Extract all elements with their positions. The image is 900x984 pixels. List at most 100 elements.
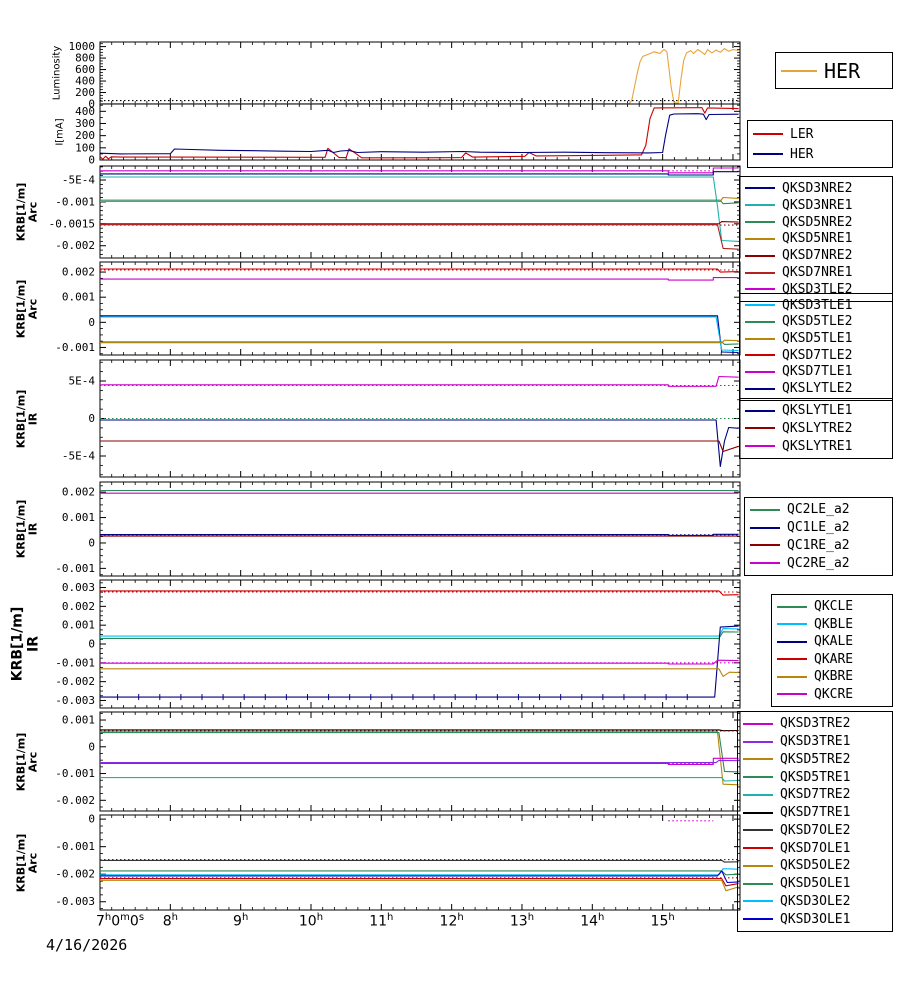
panel-krb-arc-tre: 0.001 0 -0.001 -0.002 bbox=[55, 711, 741, 812]
panel-krb-ir-qk: 0.003 0.002 0.001 0 -0.001 -0.002 -0.003 bbox=[55, 579, 741, 709]
legend-line-sample bbox=[743, 722, 773, 725]
legend-entry-QKBRE: QKBRE bbox=[777, 669, 887, 684]
legend-line-sample bbox=[753, 133, 783, 135]
series-QKSD7OLE1 bbox=[100, 878, 739, 887]
legend-line-sample bbox=[781, 69, 817, 72]
y-tick-label: 300 bbox=[75, 117, 95, 130]
legend-line-sample bbox=[745, 254, 775, 257]
legend-entry-QC1LE_a2: QC1LE_a2 bbox=[750, 520, 887, 535]
y-tick-label: -0.0015 bbox=[49, 217, 95, 230]
legend-entry-label: QKSD5TLE1 bbox=[782, 331, 853, 347]
legend-entry-QKSD3TLE2: QKSD3TLE2 bbox=[745, 282, 887, 297]
legend-line-sample bbox=[750, 526, 780, 529]
legend-entry-QKSD7TLE2: QKSD7TLE2 bbox=[745, 348, 887, 363]
legend-line-sample bbox=[745, 320, 775, 323]
legend-entry-HER: HER bbox=[781, 59, 887, 83]
legend-line-sample bbox=[743, 900, 773, 903]
legend-line-sample bbox=[777, 605, 807, 608]
series-QKSD5TRE2 bbox=[100, 731, 739, 786]
x-tick-label: 9h bbox=[233, 912, 249, 930]
legend-line-sample bbox=[750, 544, 780, 547]
legend-entry-label: QKSLYTLE1 bbox=[782, 403, 853, 419]
legend-entry-label: QKCLE bbox=[814, 599, 854, 615]
series-QKSD3OLE2 bbox=[100, 868, 739, 876]
legend-entry-label: QKBLE bbox=[814, 616, 854, 632]
panel-krb-arc-nre: -5E-4 -0.001 -0.0015 -0.002 bbox=[49, 165, 741, 259]
legend-entry-QKSD7TRE2: QKSD7TRE2 bbox=[743, 787, 887, 802]
legend-entry-label: QKBRE bbox=[814, 669, 854, 685]
x-tick-label: 10h bbox=[298, 912, 324, 930]
y-axis-label-krb-arc-tle: KRB[1/m] Arc bbox=[14, 279, 40, 338]
legend-entry-label: QKSD5TRE1 bbox=[780, 769, 851, 785]
legend-entry-QKSD3OLE2: QKSD3OLE2 bbox=[743, 894, 887, 909]
y-tick-label: 200 bbox=[75, 86, 95, 99]
y-tick-label: -0.001 bbox=[55, 341, 95, 354]
series-QKSD7OLE2 bbox=[100, 859, 739, 863]
series-QKSD3TLE2 bbox=[100, 167, 739, 174]
series-QKSD7TLE2 bbox=[100, 268, 739, 273]
series-QKSD7NRE1 bbox=[100, 224, 739, 250]
legend-line-sample bbox=[743, 918, 773, 921]
legend-entry-QKSD5NRE1: QKSD5NRE1 bbox=[745, 231, 887, 246]
x-tick-label: 13h bbox=[509, 912, 535, 930]
legend-entry-QKALE: QKALE bbox=[777, 634, 887, 649]
legend-entry-label: QKSD5NRE2 bbox=[782, 214, 853, 230]
legend-entry-QKSLYTRE2: QKSLYTRE2 bbox=[745, 421, 887, 436]
y-tick-label: 400 bbox=[75, 75, 95, 88]
legend-entry-label: HER bbox=[824, 58, 861, 83]
legend-entry-label: QKSD7OLE1 bbox=[780, 840, 851, 856]
legend-line-sample bbox=[745, 204, 775, 207]
series-QKBRE bbox=[100, 668, 739, 677]
y-tick-label: -0.001 bbox=[55, 562, 95, 575]
legend-entry-label: QKSD5TLE2 bbox=[782, 314, 853, 330]
legend-line-sample bbox=[745, 387, 775, 390]
legend-entry-QKSLYTRE1: QKSLYTRE1 bbox=[745, 439, 887, 454]
series-QKSD3NRE1 bbox=[100, 176, 739, 242]
legend-entry-QKSD5TLE2: QKSD5TLE2 bbox=[745, 314, 887, 329]
y-tick-label: 0 bbox=[88, 813, 95, 826]
legend-line-sample bbox=[745, 337, 775, 340]
legend-entry-QKCLE: QKCLE bbox=[777, 599, 887, 614]
panel-krb-ir-sly: 5E-4 0 -5E-4 bbox=[62, 359, 741, 478]
legend-entry-label: QC2RE_a2 bbox=[787, 555, 850, 571]
date-label: 4/16/2026 bbox=[46, 936, 128, 954]
series-QKSLYTLE1 bbox=[100, 419, 739, 468]
y-tick-label: 0 bbox=[88, 740, 95, 753]
y-tick-label: 5E-4 bbox=[69, 375, 96, 388]
legend-entry-QKSD3OLE1: QKSD3OLE1 bbox=[743, 912, 887, 927]
y-tick-label: -0.002 bbox=[55, 794, 95, 807]
series-QKSD5TRE1 bbox=[100, 732, 739, 773]
series-QKSD5TLE1 bbox=[100, 339, 739, 344]
y-tick-label: 0.003 bbox=[62, 581, 95, 594]
y-tick-label: 400 bbox=[75, 105, 95, 118]
series-QKSD3NRE2 bbox=[100, 171, 739, 176]
y-tick-label: -0.002 bbox=[55, 675, 95, 688]
legend-entry-QC2RE_a2: QC2RE_a2 bbox=[750, 556, 887, 571]
legend-entry-QKSD7TRE1: QKSD7TRE1 bbox=[743, 805, 887, 820]
legend-entry-label: QKSD7TRE1 bbox=[780, 805, 851, 821]
legend-krb-ir-qc: QC2LE_a2 QC1LE_a2 QC1RE_a2 QC2RE_a2 bbox=[744, 497, 893, 576]
y-tick-label: 0.001 bbox=[62, 619, 95, 632]
legend-entry-label: QKALE bbox=[814, 634, 854, 650]
series-QKSD5OLE1 bbox=[100, 870, 739, 876]
legend-entry-label: QKSLYTRE1 bbox=[782, 438, 853, 454]
series-QKALE bbox=[100, 625, 739, 698]
series-QKSD5NRE1 bbox=[100, 196, 739, 203]
y-tick-label: -0.001 bbox=[55, 195, 95, 208]
series-QKSD3TRE1 bbox=[100, 759, 739, 764]
legend-entry-QKSD7TLE1: QKSD7TLE1 bbox=[745, 364, 887, 379]
series-HER bbox=[100, 48, 739, 105]
legend-entry-QKARE: QKARE bbox=[777, 652, 887, 667]
legend-line-sample bbox=[743, 811, 773, 814]
legend-line-sample bbox=[745, 221, 775, 224]
series-QKSD5TLE2 bbox=[100, 341, 739, 345]
legend-beam-current: LER HER bbox=[747, 120, 893, 168]
y-tick-label: 0 bbox=[88, 316, 95, 329]
legend-entry-LER: LER bbox=[753, 127, 887, 142]
series-QKSD5OLE2 bbox=[100, 879, 739, 892]
y-tick-label: 800 bbox=[75, 52, 95, 65]
legend-entry-QC1RE_a2: QC1RE_a2 bbox=[750, 538, 887, 553]
legend-entry-label: QKSD3TLE2 bbox=[782, 281, 853, 297]
x-tick-label: 8h bbox=[162, 912, 178, 930]
